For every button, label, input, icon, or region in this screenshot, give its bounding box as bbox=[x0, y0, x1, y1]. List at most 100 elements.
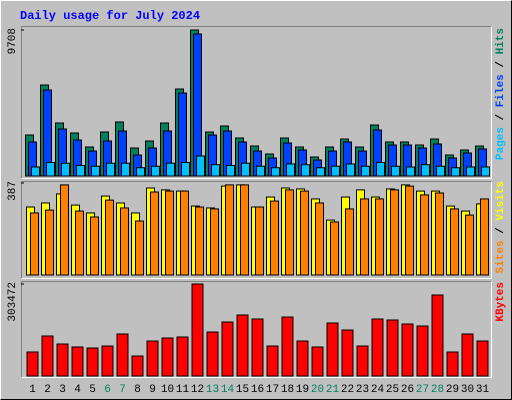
bar bbox=[435, 192, 444, 276]
legend-separator: / bbox=[495, 221, 507, 241]
bar bbox=[161, 337, 174, 377]
bar bbox=[331, 165, 340, 177]
bar bbox=[345, 208, 354, 276]
bar bbox=[341, 329, 354, 377]
bar bbox=[450, 208, 459, 276]
x-tick-label: 28 bbox=[431, 384, 444, 396]
x-tick-label: 20 bbox=[311, 384, 324, 396]
bar bbox=[466, 166, 475, 177]
bar bbox=[41, 335, 54, 377]
bar bbox=[315, 202, 324, 276]
y-tick-label: 303472 bbox=[7, 282, 19, 322]
x-tick-label: 3 bbox=[59, 384, 66, 396]
bar bbox=[116, 333, 129, 377]
bar bbox=[30, 212, 39, 276]
x-tick-label: 18 bbox=[281, 384, 294, 396]
x-tick-label: 29 bbox=[446, 384, 459, 396]
x-tick-label: 27 bbox=[416, 384, 429, 396]
bar bbox=[61, 162, 70, 177]
x-tick-label: 23 bbox=[356, 384, 369, 396]
bar bbox=[225, 184, 234, 276]
bar bbox=[180, 190, 189, 276]
bar bbox=[191, 283, 204, 377]
bar bbox=[281, 316, 294, 377]
bar bbox=[256, 165, 265, 177]
panel-border bbox=[21, 26, 492, 179]
legend-separator: / bbox=[495, 54, 507, 74]
bar bbox=[311, 346, 324, 377]
legend-entry: Files bbox=[495, 74, 507, 107]
legend-entry: Pages bbox=[495, 127, 507, 160]
x-tick-label: 16 bbox=[251, 384, 264, 396]
bar bbox=[376, 161, 385, 177]
x-tick-label: 2 bbox=[44, 384, 51, 396]
bar bbox=[386, 319, 399, 377]
bar bbox=[296, 340, 309, 377]
y-tick-label: 9708 bbox=[7, 28, 19, 54]
bar bbox=[431, 294, 444, 377]
legend: Pages / Files / Hits bbox=[495, 28, 507, 160]
bar bbox=[46, 161, 55, 177]
bar bbox=[56, 343, 69, 377]
panel-border bbox=[21, 26, 492, 179]
bar bbox=[193, 33, 202, 177]
x-tick-label: 31 bbox=[476, 384, 490, 396]
bar bbox=[241, 162, 250, 177]
panel-border bbox=[21, 281, 492, 378]
bar bbox=[86, 347, 99, 377]
bar bbox=[416, 325, 429, 377]
bar bbox=[360, 198, 369, 276]
panel-border bbox=[21, 181, 492, 279]
x-tick-label: 26 bbox=[401, 384, 414, 396]
x-tick-label: 15 bbox=[236, 384, 249, 396]
bar bbox=[391, 165, 400, 177]
bar bbox=[75, 210, 84, 276]
bar bbox=[166, 162, 175, 177]
x-tick-label: 25 bbox=[386, 384, 399, 396]
legend: KBytes bbox=[495, 282, 507, 322]
bar bbox=[146, 340, 159, 377]
bar bbox=[26, 351, 39, 377]
x-tick-label: 5 bbox=[89, 384, 96, 396]
bar bbox=[210, 208, 219, 276]
bar bbox=[436, 165, 445, 177]
x-tick-label: 11 bbox=[176, 384, 190, 396]
bar bbox=[405, 185, 414, 276]
bar bbox=[71, 346, 84, 377]
bar bbox=[270, 200, 279, 276]
bar bbox=[135, 220, 144, 276]
bar bbox=[356, 345, 369, 377]
legend-separator: / bbox=[495, 107, 507, 127]
bar bbox=[361, 165, 370, 177]
bar bbox=[371, 318, 384, 377]
bar bbox=[375, 198, 384, 276]
x-tick-label: 30 bbox=[461, 384, 474, 396]
x-tick-label: 12 bbox=[191, 384, 204, 396]
x-tick-label: 1 bbox=[29, 384, 36, 396]
bar bbox=[481, 166, 490, 177]
legend-entry: Hits bbox=[495, 28, 507, 54]
bar bbox=[165, 190, 174, 276]
y-tick-label: 387 bbox=[7, 181, 19, 201]
bar bbox=[136, 167, 145, 177]
x-tick-label: 24 bbox=[371, 384, 385, 396]
bar bbox=[301, 164, 310, 177]
bar bbox=[221, 321, 234, 377]
bar bbox=[346, 163, 355, 177]
bar bbox=[91, 165, 100, 177]
x-tick-label: 6 bbox=[104, 384, 111, 396]
bar bbox=[195, 206, 204, 276]
bar bbox=[196, 155, 205, 177]
x-tick-label: 4 bbox=[74, 384, 81, 396]
x-tick-label: 8 bbox=[134, 384, 141, 396]
bar bbox=[316, 167, 325, 177]
bar bbox=[451, 167, 460, 177]
panel-border bbox=[21, 181, 492, 279]
bar bbox=[31, 166, 40, 177]
bar bbox=[151, 165, 160, 177]
bar bbox=[60, 184, 69, 276]
bar bbox=[401, 323, 414, 377]
bar bbox=[251, 318, 264, 377]
x-tick-label: 10 bbox=[161, 384, 174, 396]
bar bbox=[226, 164, 235, 177]
